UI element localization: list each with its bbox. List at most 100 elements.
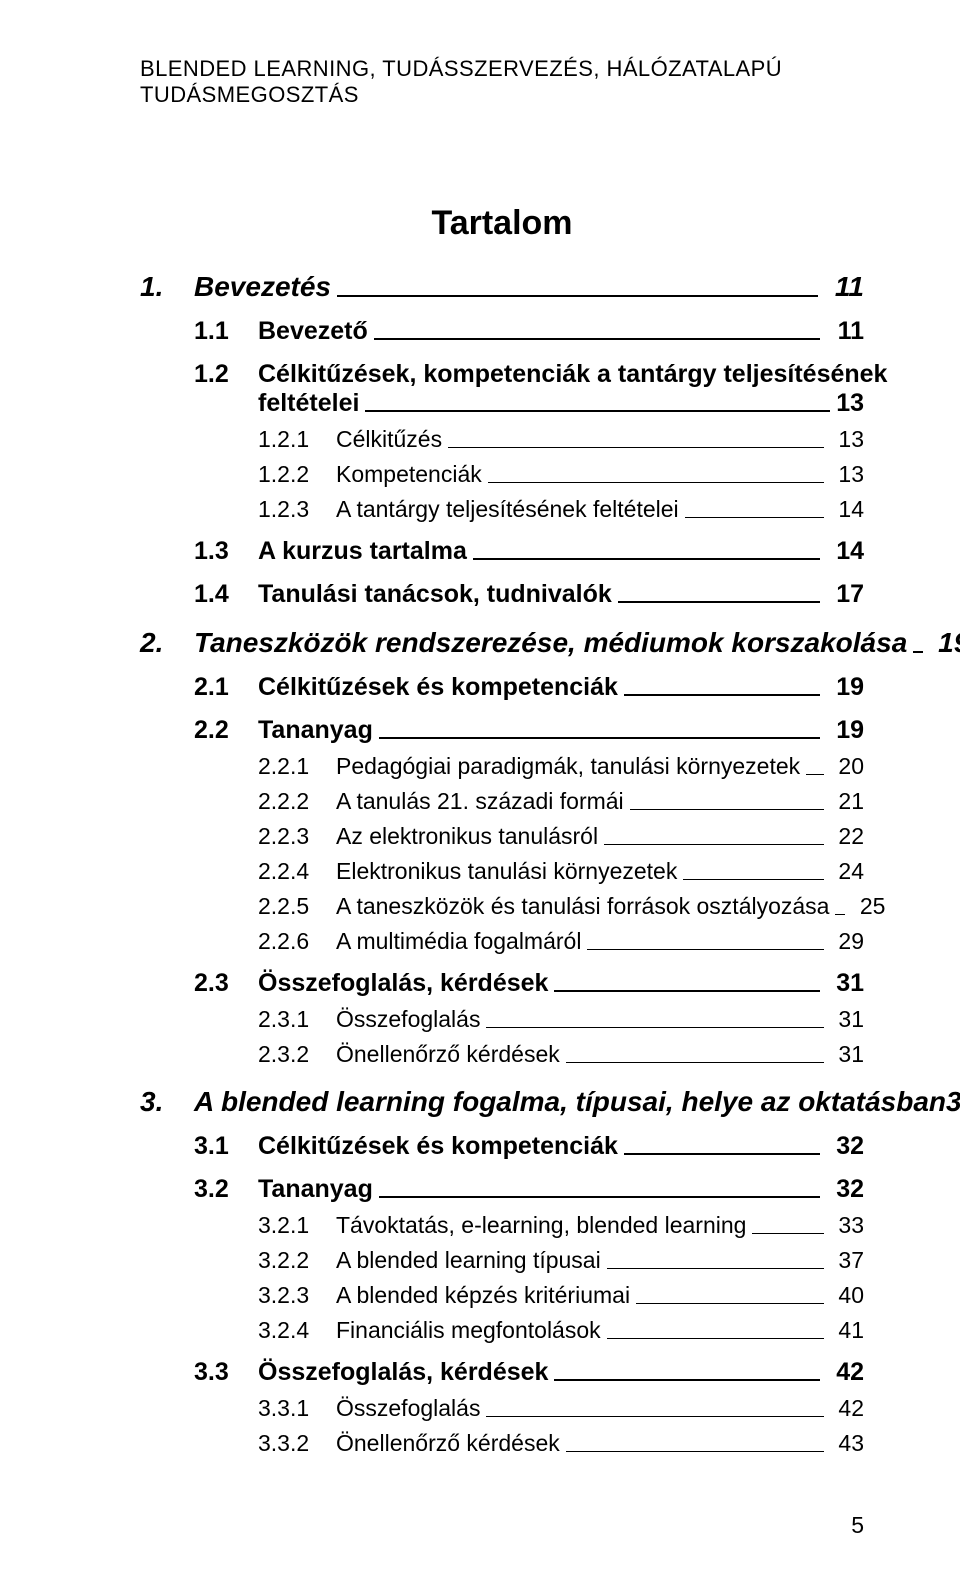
toc-num: 2.2.3 <box>258 823 336 850</box>
toc-label: Összefoglalás, kérdések <box>258 969 548 998</box>
toc-ss331: 3.3.1 Összefoglalás 42 <box>140 1395 864 1422</box>
toc-page: 42 <box>830 1395 864 1422</box>
toc-page: 31 <box>826 969 864 998</box>
toc-label: feltételei <box>258 389 359 418</box>
toc-num: 1.3 <box>194 537 258 566</box>
toc-ss321: 3.2.1 Távoktatás, e-learning, blended le… <box>140 1212 864 1239</box>
toc-ss122: 1.2.2 Kompetenciák 13 <box>140 461 864 488</box>
toc-s32: 3.2 Tananyag 32 <box>140 1175 864 1204</box>
toc-num: 1. <box>140 271 194 303</box>
toc-leader <box>473 558 820 560</box>
toc-page: 43 <box>830 1430 864 1457</box>
toc-leader <box>554 1379 820 1381</box>
toc-page: 11 <box>824 271 864 303</box>
toc-leader <box>624 1153 820 1155</box>
toc-num: 1.2.2 <box>258 461 336 488</box>
toc-ch3: 3. A blended learning fogalma, típusai, … <box>140 1086 864 1118</box>
toc-page: 33 <box>830 1212 864 1239</box>
toc-s12-line1: 1.2 Célkitűzések, kompetenciák a tantárg… <box>140 360 864 389</box>
toc-page: 32 <box>826 1132 864 1161</box>
toc-page: 32 <box>826 1175 864 1204</box>
toc-leader <box>636 1303 824 1304</box>
toc-page: 19 <box>826 673 864 702</box>
toc-leader <box>607 1338 824 1339</box>
toc-label: Összefoglalás <box>336 1395 480 1422</box>
toc-num: 3.2.2 <box>258 1247 336 1274</box>
toc-ss221: 2.2.1 Pedagógiai paradigmák, tanulási kö… <box>140 753 864 780</box>
toc-label: Az elektronikus tanulásról <box>336 823 598 850</box>
toc-leader <box>752 1233 824 1234</box>
toc-label: Bevezetés <box>194 271 331 303</box>
toc-page: 14 <box>826 537 864 566</box>
toc-s22: 2.2 Tananyag 19 <box>140 716 864 745</box>
toc-label: Célkitűzések és kompetenciák <box>258 673 618 702</box>
toc-ss224: 2.2.4 Elektronikus tanulási környezetek … <box>140 858 864 885</box>
toc-num: 1.2.3 <box>258 496 336 523</box>
toc-page: 41 <box>830 1317 864 1344</box>
toc-label: A tanulás 21. századi formái <box>336 788 624 815</box>
toc-page: 19 <box>929 627 960 659</box>
toc-label: Bevezető <box>258 317 368 346</box>
toc-page: 42 <box>826 1358 864 1387</box>
toc-leader <box>913 651 923 653</box>
toc-num: 3.3.2 <box>258 1430 336 1457</box>
toc-num: 3. <box>140 1086 194 1118</box>
toc-num: 1.2.1 <box>258 426 336 453</box>
toc-num: 3.2.4 <box>258 1317 336 1344</box>
toc-num: 1.4 <box>194 580 258 609</box>
toc-leader <box>566 1451 824 1452</box>
toc-num: 2.3 <box>194 969 258 998</box>
toc-label: Célkitűzések, kompetenciák a tantárgy te… <box>258 360 887 389</box>
toc-num: 2.2.2 <box>258 788 336 815</box>
toc-num: 3.2 <box>194 1175 258 1204</box>
toc-page: 19 <box>826 716 864 745</box>
toc-label: A kurzus tartalma <box>258 537 467 566</box>
toc-num: 2.2.1 <box>258 753 336 780</box>
toc-num: 2.2.5 <box>258 893 336 920</box>
running-head: BLENDED LEARNING, TUDÁSSZERVEZÉS, HÁLÓZA… <box>140 56 864 108</box>
toc-leader <box>486 1027 824 1028</box>
toc-leader <box>685 517 824 518</box>
toc-leader <box>624 694 820 696</box>
toc-leader <box>379 737 820 739</box>
toc-label: A tantárgy teljesítésének feltételei <box>336 496 679 523</box>
toc-leader <box>365 410 830 412</box>
toc-title: Tartalom <box>140 204 864 243</box>
toc-leader <box>337 295 818 297</box>
toc-ss332: 3.3.2 Önellenőrző kérdések 43 <box>140 1430 864 1457</box>
toc-leader <box>566 1062 824 1063</box>
toc-s13: 1.3 A kurzus tartalma 14 <box>140 537 864 566</box>
toc-s11: 1.1 Bevezető 11 <box>140 317 864 346</box>
toc-label: Kompetenciák <box>336 461 482 488</box>
toc-ss324: 3.2.4 Financiális megfontolások 41 <box>140 1317 864 1344</box>
toc-label: A blended képzés kritériumai <box>336 1282 630 1309</box>
toc-label: Távoktatás, e-learning, blended learning <box>336 1212 746 1239</box>
toc-leader <box>607 1268 824 1269</box>
toc-num: 2.3.1 <box>258 1006 336 1033</box>
toc-label: Tananyag <box>258 716 373 745</box>
toc-ss226: 2.2.6 A multimédia fogalmáról 29 <box>140 928 864 955</box>
toc-label: Elektronikus tanulási környezetek <box>336 858 677 885</box>
toc-page: 40 <box>830 1282 864 1309</box>
toc-s23: 2.3 Összefoglalás, kérdések 31 <box>140 969 864 998</box>
toc-num: 3.2.3 <box>258 1282 336 1309</box>
toc-label: A blended learning típusai <box>336 1247 601 1274</box>
toc-page: 22 <box>830 823 864 850</box>
toc-ss123: 1.2.3 A tantárgy teljesítésének feltétel… <box>140 496 864 523</box>
toc-label: Taneszközök rendszerezése, médiumok kors… <box>194 627 907 659</box>
toc-page: 25 <box>851 893 885 920</box>
toc-ch1: 1. Bevezetés 11 <box>140 271 864 303</box>
toc-label: Tanulási tanácsok, tudnivalók <box>258 580 612 609</box>
toc-leader <box>683 879 824 880</box>
toc-leader <box>486 1416 824 1417</box>
toc-leader <box>587 949 824 950</box>
toc-leader <box>374 338 820 340</box>
toc-label: Financiális megfontolások <box>336 1317 601 1344</box>
toc-label: A multimédia fogalmáról <box>336 928 581 955</box>
toc-ss232: 2.3.2 Önellenőrző kérdések 31 <box>140 1041 864 1068</box>
toc-ss322: 3.2.2 A blended learning típusai 37 <box>140 1247 864 1274</box>
toc-ch2: 2. Taneszközök rendszerezése, médiumok k… <box>140 627 864 659</box>
toc-num: 2. <box>140 627 194 659</box>
toc-s12-line2: feltételei 13 <box>140 389 864 418</box>
toc-page: 29 <box>830 928 864 955</box>
